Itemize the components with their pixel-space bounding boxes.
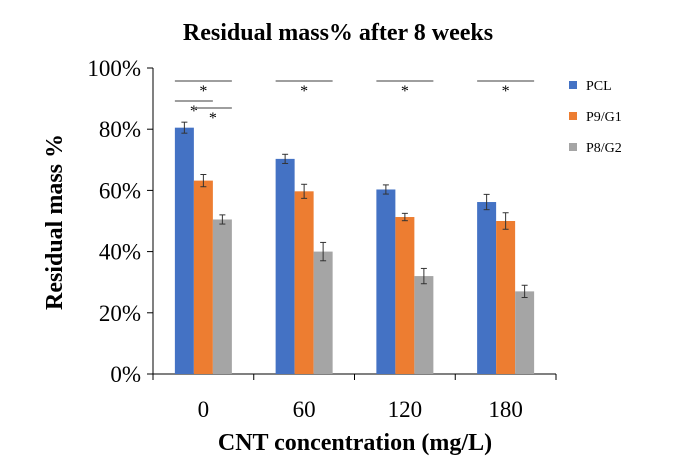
y-tick-label: 100% <box>87 56 141 81</box>
bar-p9-g1-120 <box>395 217 415 374</box>
bar-p9-g1-60 <box>294 191 314 374</box>
y-tick-label: 60% <box>99 178 141 203</box>
bar-p9-g1-180 <box>496 221 516 374</box>
y-tick-label: 0% <box>110 362 141 387</box>
y-tick-label: 40% <box>99 240 141 265</box>
significance-star: * <box>401 83 409 100</box>
chart-title: Residual mass% after 8 weeks <box>183 20 493 46</box>
legend-label: P8/G2 <box>586 141 622 156</box>
y-tick-label: 20% <box>99 301 141 326</box>
bar-pcl-0 <box>174 127 194 374</box>
x-axis-label: CNT concentration (mg/L) <box>218 430 492 456</box>
legend-label: PCL <box>586 79 612 94</box>
bar-p8-g2-60 <box>313 251 333 374</box>
x-tick-label: 60 <box>293 397 316 422</box>
significance-star: * <box>209 110 217 127</box>
legend-swatch-p8-g2 <box>569 143 577 151</box>
significance-star: * <box>300 83 308 100</box>
legend-label: P9/G1 <box>586 110 622 125</box>
bar-p8-g2-0 <box>212 219 232 374</box>
bar-p8-g2-120 <box>414 276 434 374</box>
bar-pcl-120 <box>376 189 396 374</box>
y-axis-label: Residual mass % <box>42 134 68 310</box>
x-tick-label: 120 <box>388 397 423 422</box>
legend-swatch-p9-g1 <box>569 112 577 120</box>
significance-star: * <box>199 83 207 100</box>
significance-star: * <box>502 83 510 100</box>
bar-pcl-180 <box>477 202 497 374</box>
legend-swatch-pcl <box>569 81 577 89</box>
y-tick-label: 80% <box>99 117 141 142</box>
significance-star: * <box>190 103 198 120</box>
bar-p8-g2-180 <box>515 291 535 374</box>
plot-area: 0%20%40%60%80%100%0 60 120 180** ** * * <box>87 56 557 422</box>
legend: PCL P9/G1 P8/G2 <box>569 79 622 156</box>
x-tick-label: 180 <box>488 397 523 422</box>
bar-pcl-60 <box>275 158 295 374</box>
x-tick-label: 0 <box>198 397 210 422</box>
bar-p9-g1-0 <box>193 180 213 374</box>
